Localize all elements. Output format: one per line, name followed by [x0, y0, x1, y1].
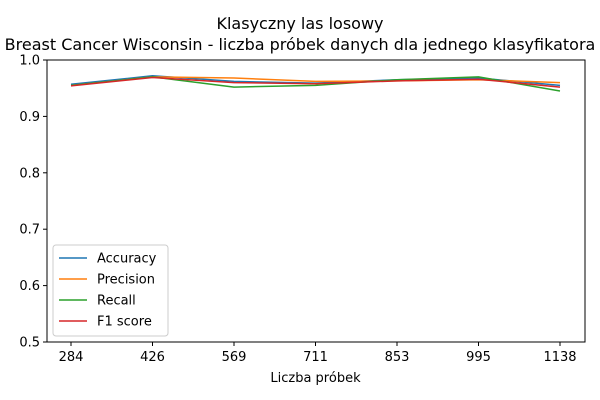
- chart-title: Klasyczny las losowy: [216, 14, 383, 33]
- chart-subtitle: Breast Cancer Wisconsin - liczba próbek …: [5, 35, 596, 54]
- legend: Accuracy Precision Recall F1 score: [52, 244, 169, 337]
- x-tick-label: 426: [140, 350, 165, 365]
- x-tick-label: 853: [385, 350, 410, 365]
- y-tick-label: 1.0: [19, 54, 40, 69]
- y-tick-label: 0.5: [19, 336, 40, 351]
- legend-label-precision: Precision: [97, 273, 155, 288]
- x-axis: 284 426 569 711 853 995 1138: [59, 342, 577, 365]
- series-line-f1-score: [70, 76, 561, 88]
- x-tick-label: 995: [466, 350, 491, 365]
- y-tick-label: 0.8: [19, 166, 40, 181]
- y-tick-label: 0.9: [19, 110, 40, 125]
- x-axis-label: Liczba próbek: [270, 371, 361, 386]
- legend-box: [52, 244, 169, 337]
- legend-label-recall: Recall: [97, 294, 136, 309]
- x-tick-label: 1138: [543, 350, 576, 365]
- y-tick-label: 0.6: [19, 279, 40, 294]
- x-tick-label: 284: [59, 350, 84, 365]
- series-lines: [70, 75, 561, 92]
- x-tick-label: 711: [303, 350, 328, 365]
- legend-label-f1-score: F1 score: [97, 315, 152, 330]
- y-tick-label: 0.7: [19, 223, 40, 238]
- x-tick-label: 569: [222, 350, 247, 365]
- legend-label-accuracy: Accuracy: [97, 252, 157, 267]
- y-axis: 0.5 0.6 0.7 0.8 0.9 1.0: [19, 54, 47, 351]
